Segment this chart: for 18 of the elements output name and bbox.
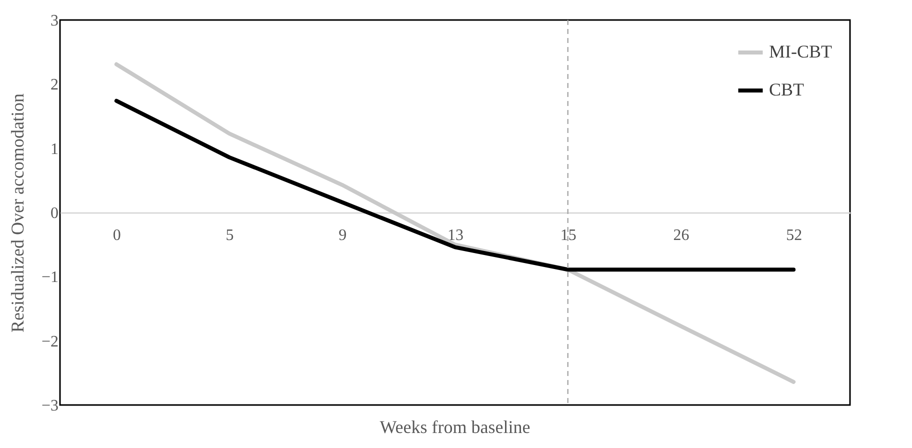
y-tick-label: 0 [50,205,58,222]
x-tick-label: 26 [673,227,690,244]
y-tick-label: 2 [50,76,58,94]
x-tick-label: 9 [338,227,347,244]
y-axis-title: Residualized Over accomodation [7,94,28,332]
legend-label: CBT [769,80,804,100]
x-tick-label: 0 [112,227,121,244]
x-axis-title: Weeks from baseline [380,417,530,437]
x-tick-label: 15 [560,227,576,244]
x-tick-label: 13 [448,227,464,244]
y-tick-label: −3 [41,398,58,414]
legend-label: MI-CBT [769,42,832,62]
x-tick-label: 52 [786,227,802,244]
x-tick-label: 5 [226,227,234,244]
y-tick-label: 1 [50,140,58,158]
y-tick-label: −2 [41,333,58,350]
y-tick-label: −1 [41,269,58,286]
y-tick-label: 3 [50,12,58,30]
